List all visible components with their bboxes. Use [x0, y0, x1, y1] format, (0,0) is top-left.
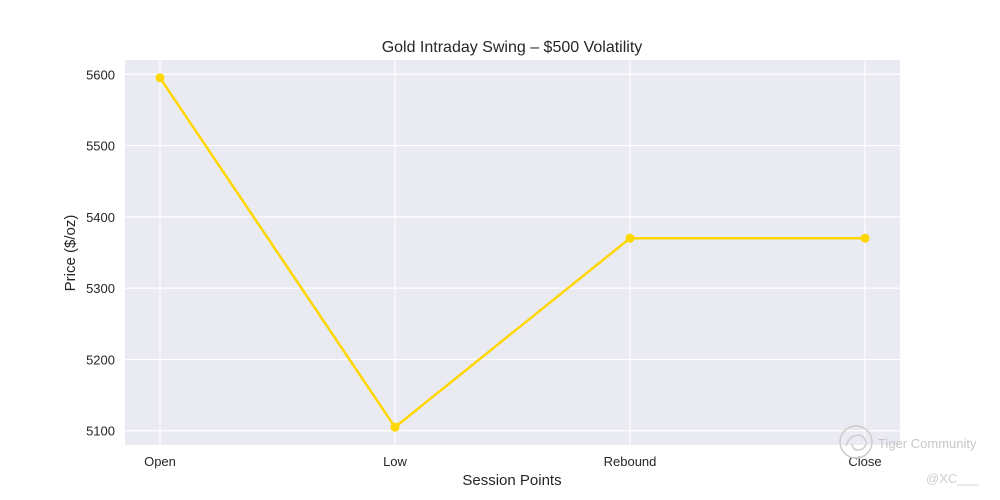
- tiger-logo-swirl-icon: [845, 434, 867, 451]
- x-tick-label: Rebound: [604, 454, 657, 469]
- y-tick-label: 5600: [86, 67, 115, 82]
- watermark-handle: @XC___: [926, 471, 980, 486]
- x-tick-label: Low: [383, 454, 407, 469]
- series-layer: [155, 73, 870, 432]
- watermark-brand: Tiger Community: [878, 436, 977, 451]
- x-axis-label: Session Points: [462, 472, 561, 489]
- x-tick-label: Open: [144, 454, 176, 469]
- data-point: [625, 233, 635, 243]
- data-point: [860, 233, 870, 243]
- y-tick-label: 5100: [86, 424, 115, 439]
- plot-area: [125, 60, 900, 445]
- tiger-logo-icon: [839, 425, 873, 459]
- y-tick-label: 5300: [86, 281, 115, 296]
- y-tick-label: 5500: [86, 139, 115, 154]
- ticks: 5100 5200 5300 5400 5500 5600 Open Low Rebound Cl…: [86, 67, 882, 469]
- x-tick-label: Close: [848, 454, 881, 469]
- data-point: [155, 73, 165, 83]
- series-line: [158, 77, 865, 429]
- y-tick-label: 5400: [86, 210, 115, 225]
- data-point: [390, 422, 400, 432]
- watermark: Tiger Community @XC___: [839, 425, 980, 486]
- y-tick-label: 5200: [86, 352, 115, 367]
- y-axis-label: Price ($/oz): [62, 215, 79, 292]
- chart-title: Gold Intraday Swing – $500 Volatility: [382, 39, 643, 56]
